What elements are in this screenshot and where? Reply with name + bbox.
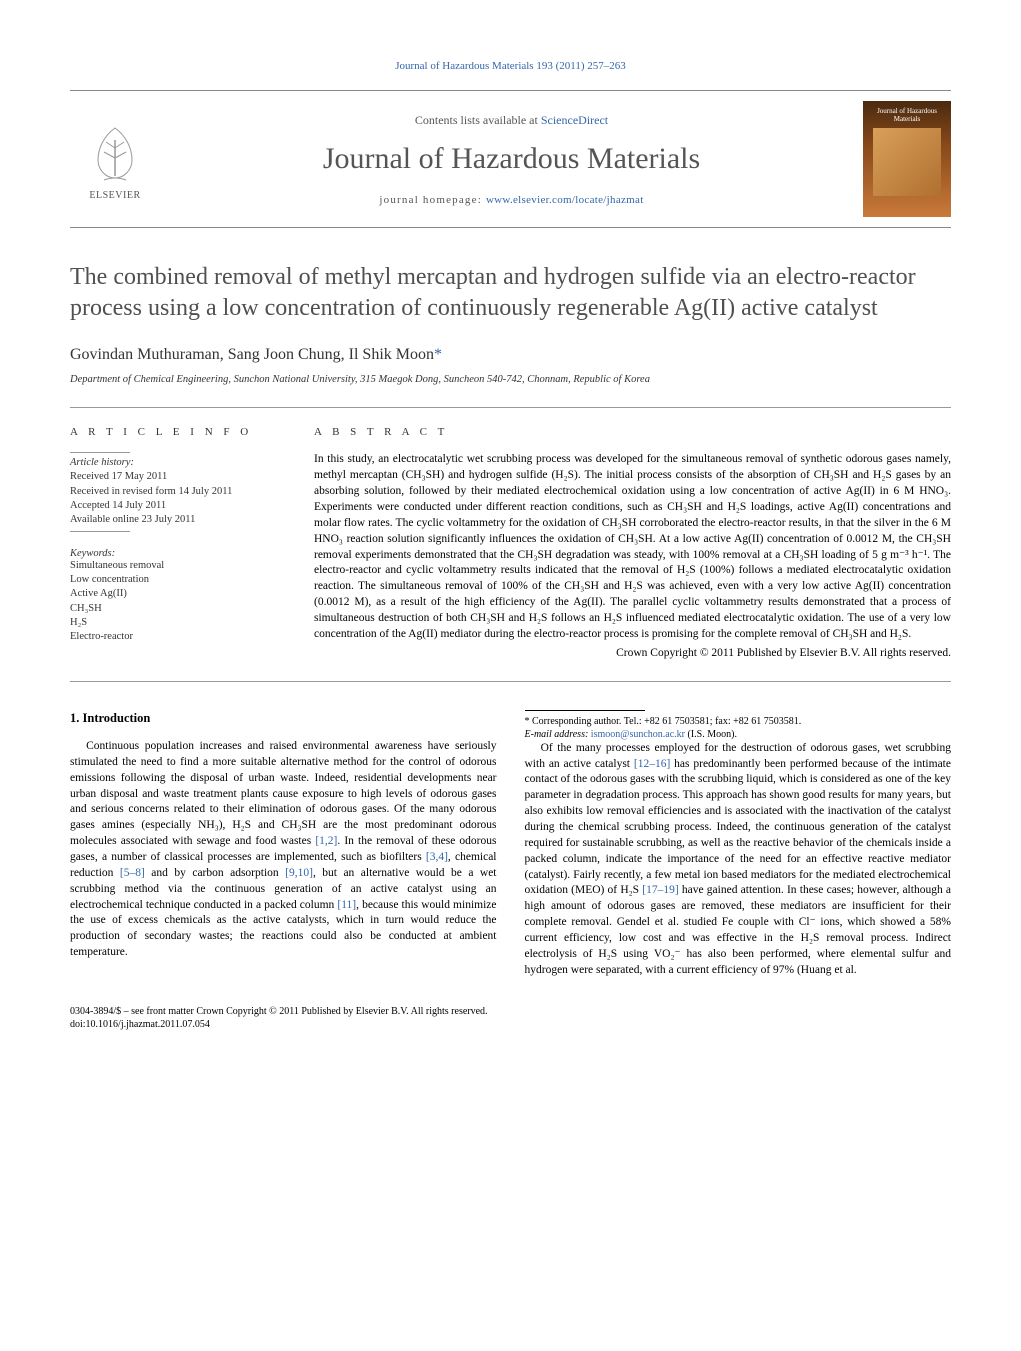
body-text: have gained attention. In these cases; h… (525, 884, 952, 975)
keyword-item: Low concentration (70, 573, 282, 587)
homepage-prefix: journal homepage: (379, 194, 486, 206)
email-suffix: (I.S. Moon). (685, 729, 737, 740)
history-item: Available online 23 July 2011 (70, 513, 282, 527)
body-paragraph: Continuous population increases and rais… (70, 739, 497, 961)
keyword-item: Electro-reactor (70, 630, 282, 644)
contents-prefix: Contents lists available at (415, 113, 541, 127)
masthead: ELSEVIER Contents lists available at Sci… (70, 90, 951, 228)
authors-names: Govindan Muthuraman, Sang Joon Chung, Il… (70, 346, 434, 363)
section-heading: 1. Introduction (70, 710, 497, 727)
issn-line: 0304-3894/$ – see front matter Crown Cop… (70, 1005, 951, 1018)
keyword-item: Simultaneous removal (70, 559, 282, 573)
body-text: has predominantly been performed because… (525, 758, 952, 897)
contents-lists-line: Contents lists available at ScienceDirec… (160, 113, 863, 128)
footnote-rule-icon (525, 710, 645, 711)
history-item: Accepted 14 July 2011 (70, 499, 282, 513)
keyword-item: CH₃SH (70, 602, 282, 616)
citation-link[interactable]: [3,4] (426, 851, 448, 863)
keywords-label: Keywords: (70, 548, 282, 559)
divider-icon (70, 531, 130, 532)
abstract-column: A B S T R A C T In this study, an electr… (314, 426, 951, 658)
citation-link[interactable]: [12–16] (634, 758, 670, 770)
keyword-item: H₂S (70, 616, 282, 630)
citation-link[interactable]: [1,2] (315, 835, 337, 847)
cover-title: Journal of Hazardous Materials (869, 107, 945, 124)
info-abstract-row: A R T I C L E I N F O Article history: R… (70, 408, 951, 681)
email-label: E-mail address: (525, 729, 591, 740)
email-link[interactable]: ismoon@sunchon.ac.kr (591, 729, 685, 740)
citation-link[interactable]: [17–19] (642, 884, 678, 896)
journal-homepage-line: journal homepage: www.elsevier.com/locat… (160, 194, 863, 206)
citation-link[interactable]: [5–8] (120, 867, 145, 879)
cover-image-icon (873, 128, 941, 196)
journal-homepage-link[interactable]: www.elsevier.com/locate/jhazmat (486, 194, 644, 206)
elsevier-tree-icon (84, 118, 146, 188)
article-info-column: A R T I C L E I N F O Article history: R… (70, 426, 282, 658)
running-header: Journal of Hazardous Materials 193 (2011… (70, 60, 951, 72)
publisher-name: ELSEVIER (89, 190, 140, 201)
author-list: Govindan Muthuraman, Sang Joon Chung, Il… (70, 346, 951, 364)
abstract-label: A B S T R A C T (314, 426, 951, 438)
citation-link[interactable]: [9,10] (285, 867, 313, 879)
body-text: Continuous population increases and rais… (70, 740, 497, 847)
email-footnote: E-mail address: ismoon@sunchon.ac.kr (I.… (525, 728, 952, 741)
bottom-metadata: 0304-3894/$ – see front matter Crown Cop… (70, 1005, 951, 1031)
corresponding-author-footnote: * Corresponding author. Tel.: +82 61 750… (525, 715, 952, 728)
article-info-label: A R T I C L E I N F O (70, 426, 282, 438)
history-item: Received 17 May 2011 (70, 470, 282, 484)
history-label: Article history: (70, 457, 282, 468)
history-item: Received in revised form 14 July 2011 (70, 485, 282, 499)
article-title: The combined removal of methyl mercaptan… (70, 262, 951, 324)
citation-link[interactable]: [11] (337, 899, 356, 911)
keyword-item: Active Ag(II) (70, 587, 282, 601)
sciencedirect-link[interactable]: ScienceDirect (541, 113, 608, 127)
publisher-block: ELSEVIER (70, 118, 160, 201)
divider-icon (70, 452, 130, 453)
journal-name: Journal of Hazardous Materials (160, 142, 863, 176)
body-paragraph: Of the many processes employed for the d… (525, 741, 952, 979)
affiliation: Department of Chemical Engineering, Sunc… (70, 374, 951, 385)
body-text: and by carbon adsorption (145, 867, 285, 879)
abstract-text: In this study, an electrocatalytic wet s… (314, 452, 951, 642)
journal-cover-thumb: Journal of Hazardous Materials (863, 101, 951, 217)
abstract-copyright: Crown Copyright © 2011 Published by Else… (314, 647, 951, 659)
corresponding-mark: * (434, 346, 442, 363)
masthead-center: Contents lists available at ScienceDirec… (160, 113, 863, 206)
doi-line: doi:10.1016/j.jhazmat.2011.07.054 (70, 1018, 951, 1031)
body-two-column: 1. Introduction Continuous population in… (70, 710, 951, 983)
